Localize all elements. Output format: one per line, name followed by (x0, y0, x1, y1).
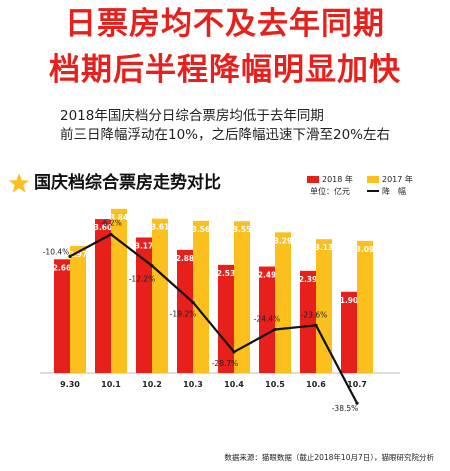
legend-swatch-2017 (367, 176, 379, 183)
bar-2017 (111, 208, 127, 373)
bar-label-2018: 2.53 (217, 269, 236, 278)
bar-2017 (193, 220, 209, 373)
decline-point (273, 327, 277, 332)
decline-point (191, 300, 195, 304)
bar-2017 (152, 218, 168, 373)
bar-label-2017: 3.29 (274, 236, 293, 245)
bar-label-2017: 2.97 (69, 250, 88, 259)
bar-2017 (70, 246, 86, 373)
bar-label-2018: 2.49 (258, 271, 277, 280)
data-source-footer: 数据来源：猫眼数据（截止2018年10月7日），猫眼研究院分析 (224, 453, 434, 462)
legend-label-2017: 2017 年 (382, 175, 413, 184)
x-tick-label: 10.7 (347, 380, 367, 389)
x-tick-label: 10.2 (142, 380, 162, 389)
bar-label-2018: 2.88 (176, 254, 195, 263)
decline-label: -10.4% (43, 247, 70, 256)
bar-2018 (300, 270, 316, 373)
bar-2017 (275, 232, 291, 373)
bar-2018 (177, 249, 193, 373)
bar-2018 (54, 259, 70, 373)
bar-label-2017: 3.13 (315, 243, 334, 252)
bar-label-2018: 3.17 (135, 241, 154, 250)
legend-label-2018: 2018 年 (322, 175, 353, 184)
decline-point (314, 323, 318, 327)
star-icon (8, 173, 30, 193)
bar-label-2018: 2.66 (53, 263, 72, 272)
bar-2018 (259, 266, 275, 373)
bar-2018 (95, 219, 111, 373)
legend-swatch-2018 (307, 176, 319, 183)
subtitle-line-2: 前三日降幅浮动在10%，之后降幅迅速下滑至20%左右 (60, 127, 391, 143)
bar-label-2017: 3.09 (356, 245, 375, 254)
decline-label: -19.2% (170, 309, 197, 318)
legend-label-decline: 降 幅 (382, 187, 406, 196)
bar-label-2017: 3.56 (192, 225, 211, 234)
bar-2017 (357, 240, 373, 373)
bar-label-2017: 3.84 (110, 213, 129, 222)
bar-label-2017: 3.61 (151, 223, 170, 232)
decline-point (355, 401, 359, 405)
decline-point (232, 350, 236, 354)
decline-line (69, 233, 358, 404)
bar-2018 (218, 264, 234, 373)
decline-label: -28.7% (212, 359, 239, 368)
chart-title: 国庆档综合票房走势对比 (34, 173, 221, 193)
decline-label: -24.4% (254, 314, 281, 323)
decline-label: -23.6% (301, 310, 328, 319)
bar-2017 (234, 221, 250, 373)
headline-line-2: 档期后半程降幅明显加快 (49, 52, 401, 88)
decline-label: -6.2% (100, 218, 122, 227)
x-tick-label: 10.5 (265, 380, 285, 389)
x-tick-label: 10.4 (224, 380, 244, 389)
x-tick-label: 10.1 (101, 380, 121, 389)
x-tick-label: 10.3 (183, 380, 203, 389)
bar-label-2018: 2.39 (299, 275, 318, 284)
x-tick-label: 10.6 (306, 380, 326, 389)
bar-label-2017: 3.55 (233, 225, 252, 234)
x-tick-label: 9.30 (60, 380, 80, 389)
decline-point (150, 264, 154, 268)
bar-2017 (316, 239, 332, 373)
bar-label-2018: 3.60 (94, 223, 113, 232)
decline-label: -12.2% (129, 275, 156, 284)
bar-label-2018: 1.90 (340, 296, 359, 305)
bar-2018 (136, 237, 152, 373)
subtitle-line-1: 2018年国庆档分日综合票房均低于去年同期 (60, 108, 324, 124)
decline-point (68, 254, 72, 258)
decline-point (109, 232, 113, 236)
legend-swatch-decline (367, 190, 379, 192)
headline-line-1: 日票房均不及去年同期 (65, 6, 385, 42)
unit-label: 单位：亿元 (310, 187, 350, 196)
decline-label: -38.5% (332, 404, 359, 413)
bar-2018 (341, 291, 357, 373)
